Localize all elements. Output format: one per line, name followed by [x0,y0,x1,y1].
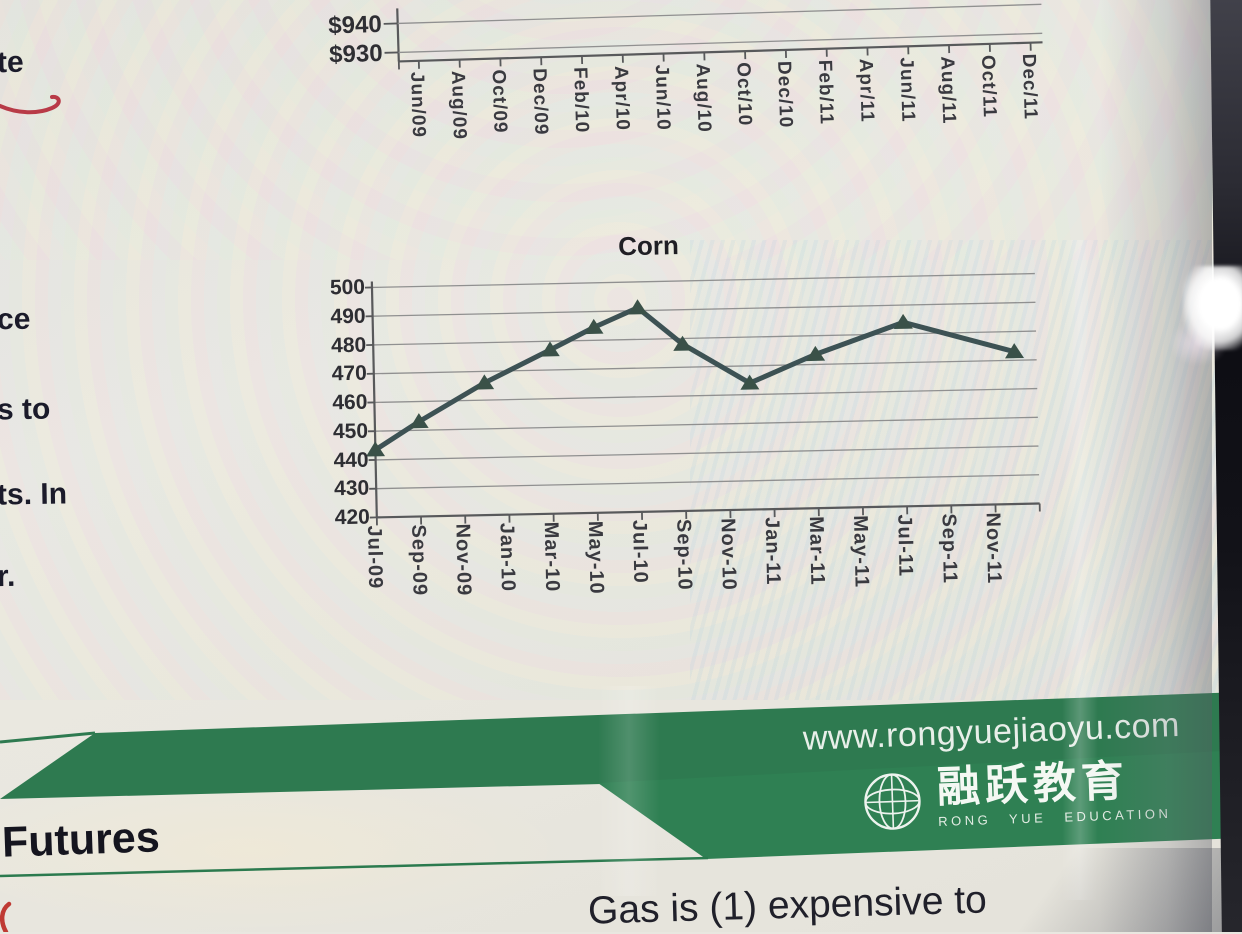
cutoff-text-fragment: ts. In [0,477,67,512]
y-axis-label: 490 [321,304,365,329]
y-axis-label: 430 [325,477,369,502]
x-axis-label: Feb/11 [815,60,836,126]
screen-light-streak [1062,240,1098,900]
light-flare [1183,266,1242,350]
x-axis-label: Aug/09 [448,70,469,140]
screen-light-streak [598,686,660,896]
x-axis-label: Nov-10 [717,518,739,591]
x-axis-label: Aug/11 [937,56,958,125]
globe-icon [860,766,924,836]
cutoff-text-fragment: ce [0,303,31,338]
y-axis-label: 500 [321,276,365,301]
x-axis-label: Nov-11 [983,512,1004,584]
cutoff-text-fragment: te [0,46,24,80]
x-axis-label: Oct/09 [489,69,510,134]
data-point-marker [628,299,647,314]
y-axis-label: 440 [324,448,368,473]
x-axis-label: Jan-11 [762,517,783,586]
x-axis-label: Aug/10 [693,63,714,133]
red-underline-stroke [0,92,80,122]
x-axis-label: Mar-11 [806,516,827,586]
cutoff-text-fragment: s to [0,393,51,428]
y-axis-label: 480 [322,333,366,358]
x-axis-label: Oct/11 [978,55,999,119]
data-point-marker [894,314,913,329]
x-axis-label: Jan-10 [497,522,518,592]
x-axis-label: Jul-11 [894,514,915,577]
x-axis-label: Sep-11 [938,513,959,584]
screen-edge-shading [1100,0,1212,932]
y-axis-label: 460 [323,391,367,416]
x-axis-label: Dec/10 [774,61,795,129]
x-axis-label: Sep-10 [673,519,694,591]
x-axis-label: Jul-09 [364,525,385,589]
x-axis-label: Jun/11 [897,57,918,123]
x-axis-label: Apr/11 [856,58,877,123]
x-axis-label: May-11 [850,515,872,588]
x-axis-label: Jun/09 [407,72,428,139]
y-axis-label: 450 [324,419,368,444]
x-axis-label: Jun/10 [652,64,673,131]
x-axis-label: Sep-09 [408,524,429,596]
x-axis-label: Mar-10 [541,522,562,593]
x-axis-label: Jul-10 [629,520,650,584]
x-axis-label: Nov-09 [452,523,474,596]
section-heading: Futures [1,813,160,867]
x-axis-label: Apr/10 [611,66,632,132]
x-axis-label: Oct/10 [733,62,754,127]
corner-vignette [980,848,1242,932]
x-axis-label: Dec/09 [529,68,550,136]
red-corner-mark [0,898,46,932]
y-axis-label: 470 [323,362,367,387]
x-axis-label: Dec/11 [1019,53,1040,120]
x-axis-label: Feb/10 [570,67,591,134]
cutoff-text-fragment: r. [0,560,16,594]
x-axis-label: May-10 [585,521,607,595]
